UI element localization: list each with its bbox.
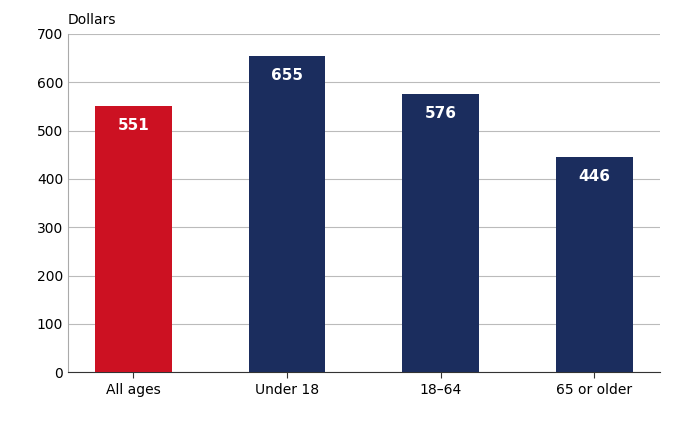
- Bar: [556, 157, 632, 372]
- Text: 551: 551: [118, 118, 149, 133]
- Text: 655: 655: [271, 68, 303, 82]
- Bar: [95, 106, 172, 372]
- Bar: [402, 94, 479, 372]
- Text: Dollars: Dollars: [68, 13, 116, 27]
- Bar: [249, 55, 326, 372]
- Text: 576: 576: [424, 106, 457, 121]
- Text: 446: 446: [578, 169, 610, 184]
